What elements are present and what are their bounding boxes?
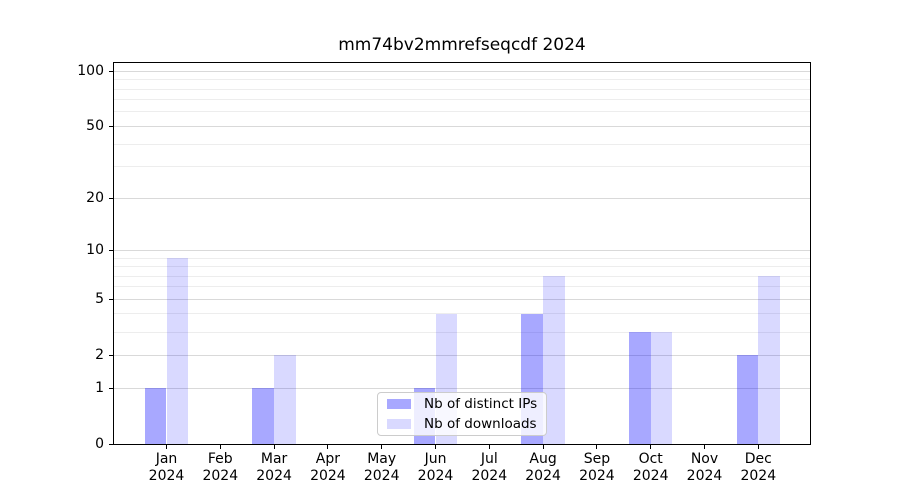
gridline-major-y-20 — [114, 197, 810, 199]
y-axis-tick-mark-2 — [109, 354, 113, 356]
gridline-minor-y-70 — [114, 99, 810, 101]
bar-distinct-ips-oct — [628, 332, 651, 444]
x-axis-tick-label-jun: Jun 2024 — [417, 451, 454, 484]
gridline-minor-y-80 — [114, 88, 810, 90]
x-axis-tick-label-may: May 2024 — [363, 451, 400, 484]
x-axis-tick-mark-feb — [219, 445, 221, 449]
legend-label-distinct-ips: Nb of distinct IPs — [424, 396, 538, 412]
gridline-minor-y-6 — [114, 286, 810, 288]
bar-distinct-ips-jan — [144, 388, 167, 444]
gridline-minor-y-4 — [114, 313, 810, 315]
bar-downloads-oct — [650, 332, 673, 444]
y-axis-tick-mark-1 — [109, 387, 113, 389]
gridline-major-y-2 — [114, 354, 810, 356]
y-axis-tick-label-20: 20 — [86, 190, 104, 207]
bar-distinct-ips-dec — [736, 355, 759, 444]
x-axis-tick-label-jul: Jul 2024 — [471, 451, 508, 484]
x-axis-tick-mark-jun — [435, 445, 436, 449]
bar-distinct-ips-mar — [252, 388, 275, 444]
legend-item-distinct-ips: Nb of distinct IPs — [387, 396, 537, 412]
gridline-major-y-5 — [114, 298, 810, 300]
y-axis-tick-mark-20 — [109, 197, 113, 199]
y-axis-tick-mark-5 — [109, 298, 113, 300]
x-axis-tick-label-dec: Dec 2024 — [740, 451, 777, 484]
y-axis-tick-mark-50 — [109, 125, 113, 127]
legend: Nb of distinct IPs Nb of downloads — [377, 392, 548, 436]
x-axis-tick-mark-jan — [166, 445, 167, 449]
gridline-minor-y-60 — [114, 111, 810, 113]
gridline-major-y-50 — [114, 125, 810, 127]
x-axis-tick-label-sep: Sep 2024 — [579, 451, 615, 484]
x-axis-tick-label-feb: Feb 2024 — [202, 451, 239, 484]
y-axis-tick-label-100: 100 — [77, 63, 104, 80]
gridline-minor-y-40 — [114, 143, 810, 145]
x-axis-tick-mark-may — [381, 445, 383, 449]
y-axis-tick-label-2: 2 — [95, 347, 104, 364]
x-axis-tick-mark-nov — [704, 445, 705, 449]
y-axis-tick-mark-10 — [109, 249, 113, 251]
gridline-minor-y-30 — [114, 166, 810, 168]
gridline-minor-y-8 — [114, 266, 810, 267]
y-axis-tick-label-1: 1 — [95, 380, 104, 396]
bar-downloads-dec — [758, 276, 781, 444]
chart-title: mm74bv2mmrefseqcdf 2024 — [338, 35, 586, 55]
gridline-major-y-1 — [114, 387, 810, 389]
legend-swatch-downloads — [387, 419, 411, 429]
gridline-minor-y-9 — [114, 257, 810, 259]
bar-downloads-jan — [166, 258, 189, 444]
bar-downloads-aug — [543, 276, 565, 444]
gridline-minor-y-7 — [114, 275, 810, 277]
x-axis-tick-mark-oct — [650, 445, 652, 449]
x-axis-tick-mark-apr — [327, 445, 329, 449]
y-axis-tick-label-0: 0 — [95, 436, 104, 452]
y-axis-tick-mark-0 — [109, 443, 113, 445]
x-axis-tick-label-nov: Nov 2024 — [686, 451, 723, 484]
x-axis-tick-label-apr: Apr 2024 — [310, 451, 346, 484]
y-axis-tick-label-50: 50 — [86, 118, 104, 135]
x-axis-tick-mark-aug — [542, 445, 544, 449]
x-axis-tick-label-jan: Jan 2024 — [148, 451, 185, 484]
x-axis-tick-mark-mar — [273, 445, 275, 449]
y-axis-tick-label-10: 10 — [86, 242, 104, 259]
x-axis-tick-mark-sep — [596, 445, 598, 449]
gridline-minor-y-3 — [114, 331, 810, 333]
legend-label-downloads: Nb of downloads — [424, 416, 537, 432]
plot-area — [113, 62, 811, 445]
x-axis-tick-mark-jul — [488, 445, 490, 449]
gridline-major-y-10 — [114, 249, 810, 251]
y-axis-tick-mark-100 — [109, 70, 113, 72]
gridline-minor-y-90 — [114, 79, 810, 81]
y-axis-tick-label-5: 5 — [95, 291, 104, 308]
x-axis-tick-label-mar: Mar 2024 — [256, 451, 292, 484]
legend-item-downloads: Nb of downloads — [387, 416, 537, 432]
x-axis-tick-label-oct: Oct 2024 — [632, 451, 669, 484]
legend-swatch-distinct-ips — [387, 399, 411, 409]
gridline-major-y-100 — [114, 70, 810, 72]
bar-downloads-mar — [274, 355, 296, 444]
x-axis-tick-label-aug: Aug 2024 — [525, 451, 561, 484]
x-axis-tick-mark-dec — [757, 445, 759, 449]
